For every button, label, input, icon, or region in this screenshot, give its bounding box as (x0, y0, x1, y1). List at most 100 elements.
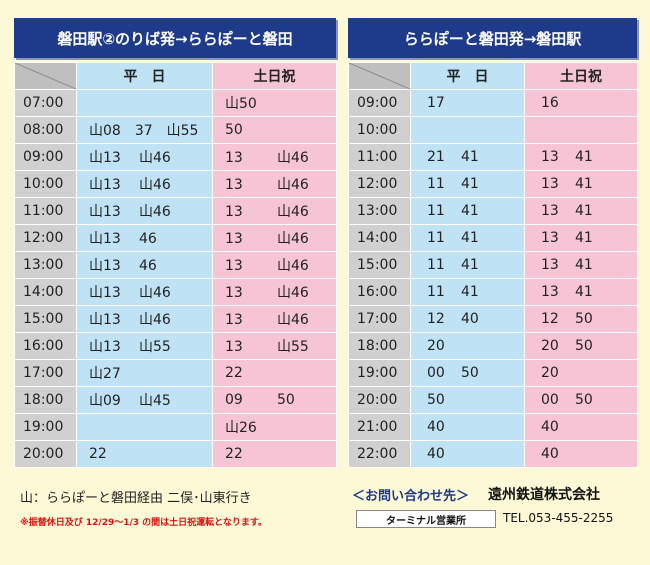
departure-minute: 17 (427, 95, 445, 111)
weekday-departures: 山13 46 (76, 251, 213, 279)
weekday-departures: 山13 山46 (76, 170, 213, 198)
timetable-row: 12:00 11 41 13 41 (348, 170, 638, 198)
holiday-departures: 13 41 (524, 251, 638, 279)
holiday-departures: 13 山46 (212, 251, 337, 279)
hour-cell: 12:00 (14, 224, 77, 252)
departure-minute: 山55 (277, 339, 309, 355)
departure-minute: 13 (541, 149, 559, 165)
departure-minute: 13 (541, 230, 559, 246)
departure-minute: 山09 (89, 393, 121, 409)
departure-minute: 山46 (277, 150, 309, 166)
hour-cell: 19:00 (348, 359, 411, 387)
weekday-departures: 山13 山46 (76, 143, 213, 171)
departure-minute: 40 (461, 311, 479, 327)
timetable-row: 11:00 21 41 13 41 (348, 143, 638, 171)
holiday-departures: 13 山46 (212, 197, 337, 225)
holiday-departures: 50 (212, 116, 337, 144)
departure-minute: 13 (225, 285, 243, 301)
departure-minute: 41 (575, 230, 593, 246)
timetable-row: 09:00 17 16 (348, 89, 638, 117)
weekday-departures: 40 (410, 413, 525, 441)
departure-minute: 40 (541, 419, 559, 435)
holiday-departures: 13 山46 (212, 170, 337, 198)
holiday-departures: 40 (524, 413, 638, 441)
weekday-departures: 山13 46 (76, 224, 213, 252)
departure-minute: 山13 (89, 312, 121, 328)
departure-minute: 41 (575, 203, 593, 219)
timetable-row: 15:00 山13 山46 13 山46 (14, 305, 337, 333)
company-name: 遠州鉄道株式会社 (488, 487, 600, 503)
weekday-departures: 山27 (76, 359, 213, 387)
holiday-departures: 13 41 (524, 224, 638, 252)
holiday-departures: 13 41 (524, 278, 638, 306)
timetable-row: 08:00 山08 37 山55 50 (14, 116, 337, 144)
departure-minute: 50 (427, 392, 445, 408)
departure-minute: 22 (89, 446, 107, 462)
weekday-departures: 12 40 (410, 305, 525, 333)
legend-text: 山：ららぽーと磐田経由 二俣･山東行き (20, 491, 252, 506)
holiday-departures: 40 (524, 440, 638, 468)
departure-minute: 00 (541, 392, 559, 408)
holiday-departures: 16 (524, 89, 638, 117)
contact-label: ＜お問い合わせ先＞ (352, 489, 470, 504)
departure-minute: 13 (225, 150, 243, 166)
weekday-departures: 山13 山55 (76, 332, 213, 360)
departure-minute: 20 (427, 338, 445, 354)
departure-minute: 22 (225, 365, 243, 381)
timetable-grid: 平 日 土日祝 07:00 山50 08:00 山08 37 山55 50 09:00 山1… (14, 62, 337, 468)
holiday-departures: 13 41 (524, 143, 638, 171)
departure-minute: 46 (139, 258, 157, 274)
timetable-row: 17:00 12 40 12 50 (348, 305, 638, 333)
timetable-row: 19:00 山26 (14, 413, 337, 441)
departure-minute: 41 (575, 149, 593, 165)
phone-number: TEL.053-455-2255 (503, 511, 614, 525)
hour-cell: 07:00 (14, 89, 77, 117)
departure-minute: 22 (225, 446, 243, 462)
departure-minute: 13 (541, 176, 559, 192)
departure-minute: 50 (575, 392, 593, 408)
weekday-departures: 50 (410, 386, 525, 414)
weekday-departures: 山13 山46 (76, 197, 213, 225)
weekday-departures (76, 89, 213, 117)
timetable-row: 19:00 00 50 20 (348, 359, 638, 387)
timetable-row: 14:00 11 41 13 41 (348, 224, 638, 252)
weekday-departures: 20 (410, 332, 525, 360)
departure-minute: 41 (461, 203, 479, 219)
hour-cell: 19:00 (14, 413, 77, 441)
timetable-row: 11:00 山13 山46 13 山46 (14, 197, 337, 225)
hour-cell: 09:00 (348, 89, 411, 117)
holiday-departures: 13 山55 (212, 332, 337, 360)
holiday-departures: 20 50 (524, 332, 638, 360)
corner-cell (348, 62, 411, 90)
departure-minute: 50 (575, 338, 593, 354)
departure-minute: 41 (575, 257, 593, 273)
timetable-row: 12:00 山13 46 13 山46 (14, 224, 337, 252)
hour-cell: 22:00 (348, 440, 411, 468)
holiday-departures: 13 山46 (212, 224, 337, 252)
departure-minute: 13 (225, 204, 243, 220)
departure-minute: 46 (139, 231, 157, 247)
departure-minute: 20 (541, 365, 559, 381)
hour-cell: 17:00 (348, 305, 411, 333)
departure-minute: 13 (225, 339, 243, 355)
hour-cell: 11:00 (14, 197, 77, 225)
hour-cell: 16:00 (348, 278, 411, 306)
departure-minute: 20 (541, 338, 559, 354)
departure-minute: 50 (277, 392, 295, 408)
timetable-row: 13:00 山13 46 13 山46 (14, 251, 337, 279)
timetable-title: 磐田駅②のりば発→ららぽーと磐田 (14, 18, 336, 58)
timetable-row: 18:00 山09 山45 09 50 (14, 386, 337, 414)
weekday-departures: 山13 山46 (76, 305, 213, 333)
departure-minute: 山13 (89, 150, 121, 166)
departure-minute: 13 (225, 177, 243, 193)
holiday-departures: 20 (524, 359, 638, 387)
timetable-row: 14:00 山13 山46 13 山46 (14, 278, 337, 306)
hour-cell: 12:00 (348, 170, 411, 198)
weekday-departures: 21 41 (410, 143, 525, 171)
holiday-departures: 13 41 (524, 170, 638, 198)
departure-minute: 21 (427, 149, 445, 165)
departure-minute: 09 (225, 392, 243, 408)
weekday-departures: 17 (410, 89, 525, 117)
departure-minute: 16 (541, 95, 559, 111)
departure-minute: 13 (225, 258, 243, 274)
